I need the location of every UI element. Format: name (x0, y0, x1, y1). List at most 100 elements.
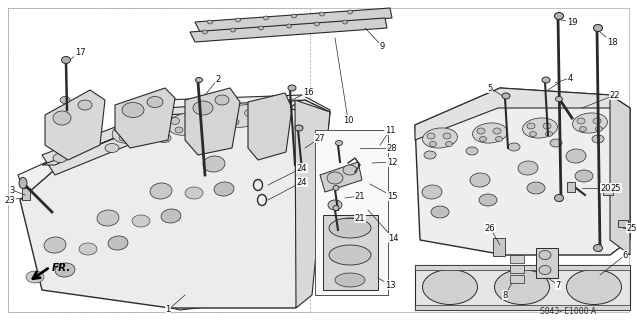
Ellipse shape (115, 125, 124, 132)
Ellipse shape (429, 141, 436, 147)
Polygon shape (415, 88, 630, 255)
Ellipse shape (55, 263, 75, 277)
Ellipse shape (496, 137, 503, 141)
Text: 25: 25 (611, 183, 621, 193)
Ellipse shape (522, 118, 557, 138)
Ellipse shape (171, 117, 180, 124)
Ellipse shape (259, 26, 264, 30)
Bar (415, 305, 630, 310)
Ellipse shape (245, 109, 254, 116)
Bar (510, 265, 524, 273)
Ellipse shape (329, 245, 371, 265)
Ellipse shape (214, 182, 234, 196)
Ellipse shape (108, 236, 128, 250)
Ellipse shape (56, 129, 94, 151)
Ellipse shape (185, 187, 203, 199)
Ellipse shape (494, 269, 550, 305)
Ellipse shape (132, 125, 141, 132)
Ellipse shape (566, 269, 622, 305)
Ellipse shape (193, 127, 201, 133)
Text: 13: 13 (385, 281, 396, 290)
Text: 16: 16 (303, 87, 313, 97)
Ellipse shape (328, 200, 342, 210)
Ellipse shape (119, 135, 127, 141)
Text: 24: 24 (297, 178, 307, 187)
Text: 5: 5 (487, 84, 492, 92)
Ellipse shape (161, 209, 181, 223)
Polygon shape (610, 95, 630, 255)
Ellipse shape (336, 140, 343, 146)
Text: 26: 26 (485, 223, 496, 233)
Polygon shape (320, 162, 362, 192)
Text: 4: 4 (568, 74, 573, 83)
Ellipse shape (566, 149, 586, 163)
Bar (22, 188, 30, 200)
Ellipse shape (175, 127, 183, 133)
Ellipse shape (147, 97, 163, 108)
Ellipse shape (554, 12, 564, 20)
Ellipse shape (157, 133, 171, 142)
Ellipse shape (63, 143, 71, 149)
Ellipse shape (215, 95, 229, 105)
Ellipse shape (196, 77, 203, 83)
Polygon shape (190, 18, 387, 42)
Text: 19: 19 (567, 18, 577, 27)
Ellipse shape (594, 244, 603, 252)
Ellipse shape (62, 57, 71, 63)
Ellipse shape (209, 124, 223, 132)
Ellipse shape (422, 269, 478, 305)
Ellipse shape (150, 183, 172, 199)
Ellipse shape (539, 266, 551, 275)
Ellipse shape (60, 97, 70, 103)
Ellipse shape (320, 12, 324, 16)
Ellipse shape (79, 243, 97, 255)
Ellipse shape (261, 114, 275, 123)
Ellipse shape (122, 102, 144, 117)
Ellipse shape (508, 143, 520, 151)
Bar (603, 188, 613, 195)
Ellipse shape (555, 97, 562, 101)
Text: 17: 17 (75, 47, 85, 57)
Polygon shape (195, 8, 392, 32)
Ellipse shape (473, 123, 508, 143)
Ellipse shape (137, 135, 145, 141)
Ellipse shape (105, 143, 119, 153)
Ellipse shape (224, 105, 262, 127)
Ellipse shape (493, 128, 501, 134)
Polygon shape (295, 100, 330, 308)
Ellipse shape (594, 25, 603, 31)
Ellipse shape (44, 237, 66, 253)
Text: 2: 2 (215, 75, 220, 84)
Ellipse shape (343, 165, 357, 175)
Ellipse shape (287, 24, 292, 28)
Ellipse shape (236, 18, 241, 22)
Ellipse shape (193, 101, 213, 115)
Ellipse shape (132, 215, 150, 227)
Ellipse shape (545, 132, 552, 137)
Bar (618, 220, 628, 227)
Text: 3: 3 (10, 186, 15, 195)
Bar (493, 238, 505, 256)
Bar (510, 275, 524, 283)
Ellipse shape (480, 137, 487, 141)
Ellipse shape (518, 161, 538, 175)
Text: 27: 27 (315, 133, 326, 142)
Ellipse shape (542, 77, 550, 83)
Ellipse shape (249, 119, 257, 125)
Ellipse shape (292, 14, 296, 18)
Ellipse shape (470, 173, 490, 187)
Text: 15: 15 (387, 191, 397, 201)
Ellipse shape (593, 118, 601, 124)
Text: 24: 24 (297, 164, 307, 172)
Ellipse shape (53, 154, 67, 163)
Ellipse shape (527, 182, 545, 194)
Ellipse shape (231, 28, 236, 32)
Ellipse shape (466, 147, 478, 155)
Ellipse shape (81, 143, 89, 149)
Text: 21: 21 (355, 191, 365, 201)
Ellipse shape (424, 151, 436, 159)
Text: FR.: FR. (52, 263, 71, 273)
Polygon shape (323, 215, 378, 290)
Text: 12: 12 (387, 157, 397, 166)
Polygon shape (185, 88, 240, 155)
